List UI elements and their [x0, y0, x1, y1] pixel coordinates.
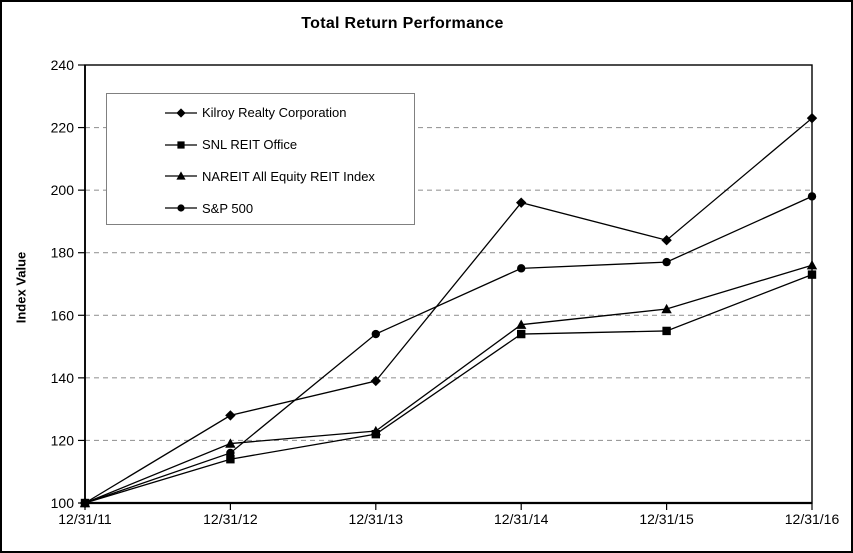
- data-point-circle: [807, 192, 817, 201]
- data-point-circle: [226, 448, 235, 458]
- legend-item: SNL REIT Office: [165, 129, 414, 161]
- triangle-marker-icon: [165, 171, 197, 180]
- data-point-diamond: [516, 197, 527, 208]
- legend-marker: [176, 108, 186, 118]
- y-axis-title: Index Value: [13, 251, 29, 324]
- data-point-triangle: [225, 438, 236, 448]
- data-point-square: [807, 270, 817, 279]
- chart-title: Total Return Performance: [301, 15, 504, 32]
- legend: Kilroy Realty Corporation SNL REIT Office…: [106, 93, 415, 225]
- legend-item: Kilroy Realty Corporation: [165, 97, 414, 129]
- x-tick-label: 12/31/14: [494, 511, 549, 527]
- data-point-triangle: [370, 425, 381, 436]
- data-point-triangle: [661, 303, 672, 314]
- data-point-diamond: [370, 375, 381, 387]
- square-marker-icon: [165, 141, 197, 149]
- data-point-circle: [80, 498, 90, 508]
- legend-label: Kilroy Realty Corporation: [202, 105, 347, 121]
- series-line-3: [84, 195, 813, 504]
- data-point-diamond: [806, 112, 818, 124]
- data-point-triangle: [806, 260, 818, 270]
- data-point-square: [517, 329, 526, 339]
- x-tick-label: 12/31/13: [349, 511, 404, 527]
- x-tick-label: 12/31/15: [639, 511, 694, 527]
- y-tick-label: 160: [51, 307, 75, 323]
- data-point-square: [662, 326, 671, 336]
- y-tick-label: 200: [51, 182, 75, 198]
- y-tick-label: 240: [51, 57, 75, 73]
- series-line-2: [84, 264, 813, 504]
- y-tick-label: 100: [51, 495, 75, 511]
- y-tick-label: 120: [51, 432, 75, 448]
- legend-label: S&P 500: [202, 200, 254, 216]
- legend-item: NAREIT All Equity REIT Index: [165, 161, 414, 193]
- diamond-marker-icon: [165, 108, 197, 118]
- series-line-1: [84, 274, 813, 504]
- legend-marker: [177, 141, 185, 149]
- y-tick-label: 140: [51, 370, 75, 386]
- data-point-diamond: [225, 410, 236, 421]
- circle-marker-icon: [165, 204, 197, 212]
- data-point-diamond: [661, 235, 672, 246]
- legend-label: NAREIT All Equity REIT Index: [202, 168, 375, 184]
- data-point-circle: [662, 257, 671, 267]
- x-tick-label: 12/31/11: [58, 511, 112, 527]
- y-tick-label: 180: [51, 245, 75, 261]
- y-tick-label: 220: [51, 120, 75, 136]
- data-point-triangle: [516, 319, 527, 329]
- data-point-circle: [371, 329, 380, 339]
- data-point-square: [226, 455, 235, 464]
- legend-label: SNL REIT Office: [202, 137, 298, 153]
- series-line-0: [84, 117, 813, 504]
- x-tick-label: 12/31/16: [785, 511, 840, 527]
- legend-marker: [176, 171, 186, 180]
- data-point-circle: [517, 264, 526, 273]
- legend-item: S&P 500: [165, 192, 414, 224]
- x-tick-label: 12/31/12: [203, 511, 258, 527]
- legend-marker: [177, 204, 185, 212]
